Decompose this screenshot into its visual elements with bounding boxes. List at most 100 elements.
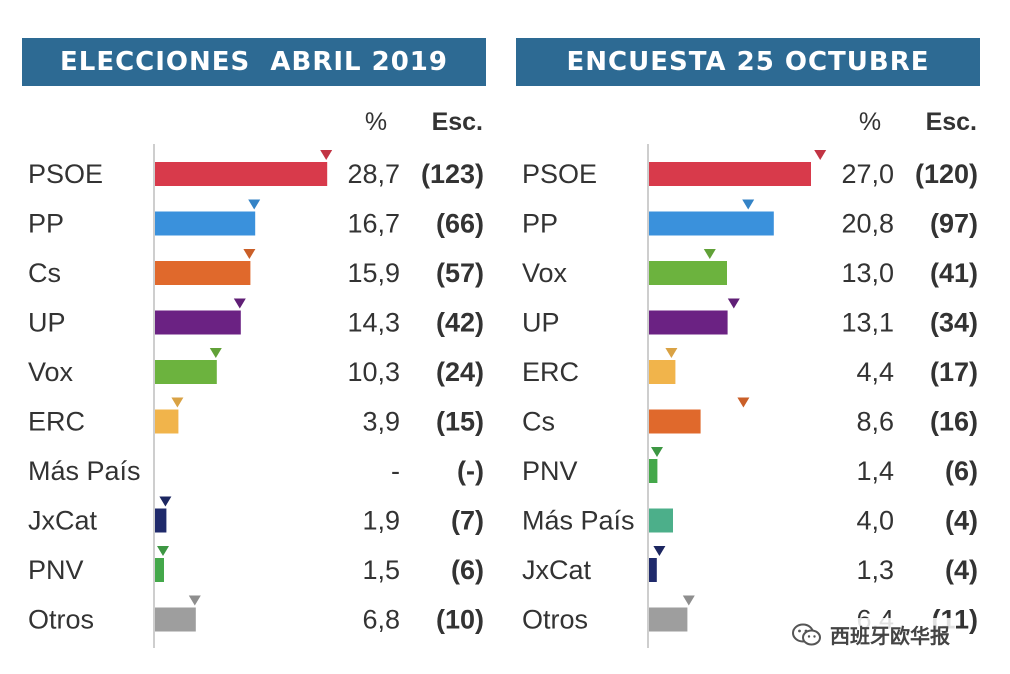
seats-label-jxcat: (4) [945,555,978,585]
wechat-icon [792,623,821,645]
bar-chart-elecciones: % Esc. PSOE 28,7 (123) PP 16,7 (66) Cs 15,9 (57) UP… [28,108,484,648]
party-label-cs: Cs [522,407,555,437]
pct-label-jxcat: 1,9 [362,506,400,536]
watermark: 西班牙欧华报 [786,618,956,651]
marker-erc [665,348,678,358]
bar-cs [649,409,701,434]
bar-pp [155,211,256,236]
seats-label-cs: (16) [930,407,978,437]
column-header-seats: Esc. [432,108,483,136]
pct-label-erc: 3,9 [362,407,400,437]
pct-label-up: 14,3 [347,308,400,338]
seats-label-pnv: (6) [451,555,484,585]
marker-psoe [814,150,827,160]
seats-label-pp: (97) [930,209,978,239]
marker-cs [737,397,750,408]
pct-label-pp: 20,8 [841,209,894,239]
party-label-erc: ERC [522,357,579,387]
marker-pnv [157,546,169,556]
party-label-otros: Otros [522,605,588,635]
bar-otros [155,607,196,632]
party-label-otros: Otros [28,605,94,635]
party-label-pnv: PNV [28,555,84,585]
pct-label-cs: 8,6 [856,407,894,437]
marker-otros [188,595,201,606]
bar-cs [155,261,251,285]
marker-vox [703,249,716,259]
panel-elecciones-2019: ELECCIONES ABRIL 2019 % Esc. PSOE 28,7 (123)… [22,38,486,648]
party-label-jxcat: JxCat [522,555,592,585]
seats-label-vox: (24) [436,357,484,387]
pct-label-pnv: 1,4 [856,456,894,486]
pct-label-pnv: 1,5 [362,555,400,585]
bar-up [155,310,241,335]
bar-otros [649,607,688,632]
marker-pp [742,199,755,210]
marker-vox [209,348,222,358]
marker-jxcat [159,496,172,507]
seats-label-cs: (57) [436,258,484,288]
bar-jxcat [649,558,657,582]
bar-pp [649,211,774,236]
seats-label-psoe: (123) [421,159,484,189]
marker-cs [243,249,256,259]
party-label-cs: Cs [28,258,61,288]
seats-label-mas-pais: (4) [945,506,978,536]
seats-label-erc: (17) [930,357,978,387]
bar-jxcat [155,508,167,533]
pct-label-otros: 6,8 [362,605,400,635]
bar-psoe [155,162,328,186]
column-header-seats: Esc. [926,108,977,136]
bar-psoe [649,162,811,186]
party-label-jxcat: JxCat [28,506,98,536]
party-label-pp: PP [28,209,64,239]
bar-erc [649,360,676,384]
marker-jxcat [653,546,666,556]
bar-up [649,310,728,335]
pct-label-mas-pais: - [391,456,400,486]
pct-label-psoe: 28,7 [347,159,400,189]
party-label-vox: Vox [522,258,568,288]
bar-vox [155,360,217,384]
panel-title: ELECCIONES ABRIL 2019 [22,38,486,86]
seats-label-up: (42) [436,308,484,338]
seats-label-pnv: (6) [945,456,978,486]
bar-erc [155,409,179,434]
bar-vox [649,261,727,285]
seats-label-otros: (10) [436,605,484,635]
pct-label-jxcat: 1,3 [856,555,894,585]
watermark-text: 西班牙欧华报 [830,624,950,648]
party-label-erc: ERC [28,407,85,437]
pct-label-pp: 16,7 [347,209,400,239]
seats-label-pp: (66) [436,209,484,239]
party-label-mas-pais: Más País [522,506,635,536]
pct-label-vox: 13,0 [841,258,894,288]
party-label-pnv: PNV [522,456,578,486]
column-header-pct: % [365,108,387,136]
pct-label-vox: 10,3 [347,357,400,387]
pct-label-up: 13,1 [841,308,894,338]
bar-pnv [649,459,658,483]
marker-up [233,298,246,309]
bar-pnv [155,558,164,582]
pct-label-mas-pais: 4,0 [856,506,894,536]
seats-label-mas-pais: (-) [457,456,484,486]
pct-label-erc: 4,4 [856,357,894,387]
party-label-mas-pais: Más País [28,456,141,486]
seats-label-psoe: (120) [915,159,978,189]
seats-label-jxcat: (7) [451,506,484,536]
party-label-up: UP [522,308,560,338]
marker-up [727,298,740,309]
bar-chart-encuesta: % Esc. PSOE 27,0 (120) PP 20,8 (97) Vox 13,0 (41) U… [522,108,978,648]
bar-mas-pais [649,508,673,533]
party-label-vox: Vox [28,357,74,387]
marker-pp [248,199,261,210]
pct-label-cs: 15,9 [347,258,400,288]
marker-pnv [651,447,663,457]
column-header-pct: % [859,108,881,136]
panel-title: ENCUESTA 25 OCTUBRE [516,38,980,86]
marker-psoe [320,150,333,160]
seats-label-erc: (15) [436,407,484,437]
party-label-up: UP [28,308,66,338]
seats-label-up: (34) [930,308,978,338]
